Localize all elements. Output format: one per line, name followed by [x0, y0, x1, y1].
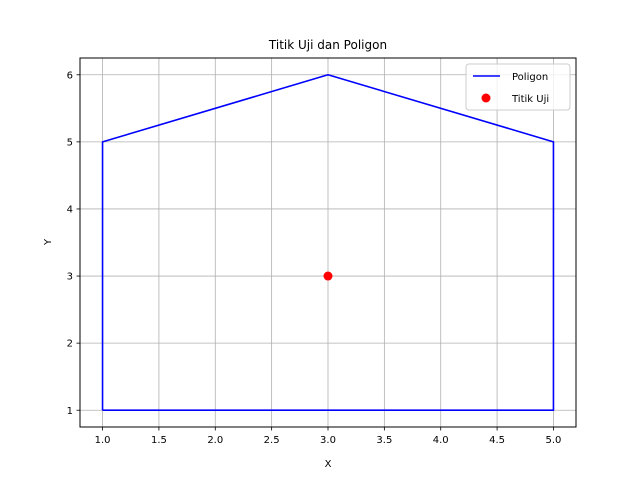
x-tick-label: 1.0 [95, 435, 111, 446]
data-point-titik-uji [323, 271, 333, 281]
y-tick-label: 3 [67, 272, 73, 283]
legend-titik-uji-swatch [481, 93, 491, 103]
plot-series [101, 73, 555, 412]
y-tick-label: 6 [67, 70, 73, 81]
x-tick-label: 3.0 [320, 435, 336, 446]
axis-ticks: 1.0 1.5 2.0 2.5 3.0 3.5 4.0 4.5 5.0 1 2 3 4 5 6 [67, 70, 562, 446]
y-tick-label: 1 [67, 406, 73, 417]
x-tick-label: 4.0 [433, 435, 449, 446]
legend: Poligon Titik Uji [465, 63, 571, 111]
x-axis-label: X [325, 459, 332, 470]
y-tick-label: 5 [67, 137, 73, 148]
x-tick-label: 2.5 [264, 435, 280, 446]
y-tick-label: 2 [67, 339, 73, 350]
legend-titik-uji-label: Titik Uji [511, 94, 549, 105]
y-axis-label: Y [43, 238, 54, 246]
legend-poligon-label: Poligon [512, 72, 548, 83]
series-line-poligon [101, 73, 555, 412]
y-tick-label: 4 [67, 205, 73, 216]
x-tick-label: 5.0 [546, 435, 562, 446]
x-tick-label: 4.5 [489, 435, 505, 446]
x-tick-label: 1.5 [151, 435, 167, 446]
x-tick-label: 3.5 [376, 435, 392, 446]
chart-title: Titik Uji dan Poligon [268, 38, 387, 52]
x-tick-label: 2.0 [207, 435, 223, 446]
